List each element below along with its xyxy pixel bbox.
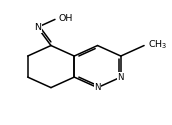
- Text: CH$_3$: CH$_3$: [148, 39, 167, 51]
- Text: OH: OH: [58, 14, 72, 23]
- Text: N: N: [117, 73, 124, 82]
- Text: N: N: [94, 83, 101, 92]
- Text: N: N: [34, 23, 41, 32]
